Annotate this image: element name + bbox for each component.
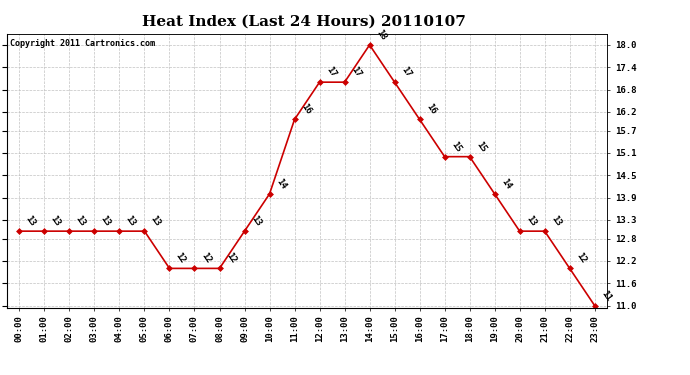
Text: 12: 12 bbox=[574, 252, 588, 266]
Text: 13: 13 bbox=[549, 214, 563, 228]
Text: 16: 16 bbox=[299, 102, 313, 116]
Text: 18: 18 bbox=[374, 28, 388, 42]
Text: 13: 13 bbox=[24, 214, 37, 228]
Text: 13: 13 bbox=[49, 214, 63, 228]
Text: Heat Index (Last 24 Hours) 20110107: Heat Index (Last 24 Hours) 20110107 bbox=[141, 15, 466, 29]
Text: 13: 13 bbox=[524, 214, 538, 228]
Text: 17: 17 bbox=[399, 65, 413, 79]
Text: 17: 17 bbox=[349, 65, 363, 79]
Text: 13: 13 bbox=[74, 214, 88, 228]
Text: 12: 12 bbox=[174, 252, 188, 266]
Text: 13: 13 bbox=[149, 214, 163, 228]
Text: 15: 15 bbox=[449, 140, 463, 154]
Text: 11: 11 bbox=[599, 289, 613, 303]
Text: 13: 13 bbox=[99, 214, 112, 228]
Text: 12: 12 bbox=[199, 252, 213, 266]
Text: 14: 14 bbox=[274, 177, 288, 191]
Text: 17: 17 bbox=[324, 65, 337, 79]
Text: 16: 16 bbox=[424, 102, 437, 116]
Text: 15: 15 bbox=[474, 140, 488, 154]
Text: 13: 13 bbox=[249, 214, 263, 228]
Text: 12: 12 bbox=[224, 252, 237, 266]
Text: Copyright 2011 Cartronics.com: Copyright 2011 Cartronics.com bbox=[10, 39, 155, 48]
Text: 13: 13 bbox=[124, 214, 137, 228]
Text: 14: 14 bbox=[499, 177, 513, 191]
